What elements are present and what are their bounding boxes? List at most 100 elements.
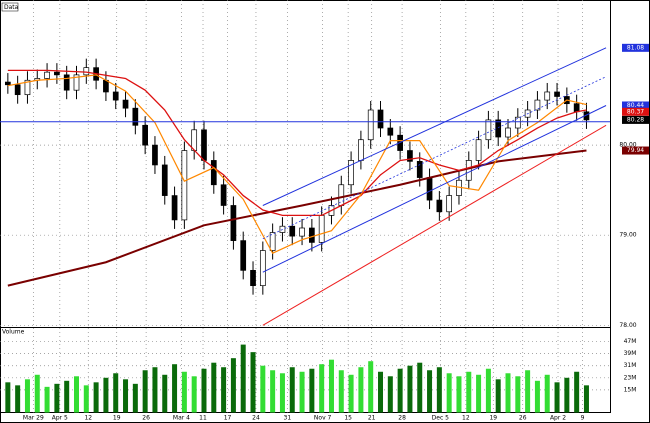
volume-bar [564, 377, 570, 413]
candle-body [132, 107, 139, 126]
volume-bar [456, 376, 462, 413]
volume-bar [368, 361, 374, 413]
x-tick-label: 21 [368, 415, 376, 422]
x-tick-label: 17 [224, 415, 232, 422]
x-tick-label: 26 [519, 415, 527, 422]
chart-title: Data [4, 4, 19, 11]
overlay-line [262, 124, 607, 326]
candle-body [4, 81, 11, 86]
price-tag [622, 43, 649, 52]
price-tag [622, 115, 649, 124]
x-tick-label: Mar 4 [173, 415, 190, 422]
x-tick-label: Mar 29 [23, 415, 44, 422]
volume-tick-label: 23M [624, 374, 637, 381]
volume-bar [427, 370, 433, 413]
volume-bar [387, 376, 393, 413]
overlay-line [262, 105, 607, 273]
title-box [1, 2, 19, 12]
candle-body [573, 103, 580, 113]
volume-bar [152, 367, 158, 413]
candle-body [485, 119, 492, 141]
volume-bar [279, 373, 285, 413]
volume-bar [260, 365, 266, 413]
x-tick-label: 9 [581, 415, 585, 422]
volume-bar [309, 368, 315, 413]
candle-body [83, 67, 90, 76]
candle-body [161, 164, 168, 196]
y-tick-label: 79.00 [619, 232, 636, 239]
candle-body [210, 160, 217, 186]
candle-body [14, 84, 21, 96]
volume-bar [142, 370, 148, 413]
volume-bar [378, 371, 384, 413]
candle-body [446, 195, 453, 213]
volume-bar [191, 376, 197, 413]
volume-bar [93, 382, 99, 413]
candle-body [465, 160, 472, 181]
candle-body [387, 127, 394, 136]
candle-body [220, 184, 227, 206]
volume-tick-label: 39M [624, 350, 637, 357]
volume-bar [476, 374, 482, 413]
overlay-line [7, 69, 587, 217]
candle-body [436, 199, 443, 213]
volume-bar [73, 376, 79, 413]
y-tick-label: 78.00 [619, 322, 636, 329]
volume-bar [436, 367, 442, 413]
x-tick-label: 15 [344, 415, 352, 422]
overlay-line [7, 74, 587, 255]
volume-bar [348, 374, 354, 413]
volume-bar [132, 383, 138, 413]
overlay-line [262, 47, 607, 206]
candle-body [259, 250, 266, 287]
x-tick-label: 26 [142, 415, 150, 422]
volume-bar [515, 376, 521, 413]
volume-bar [299, 371, 305, 413]
volume-bar [485, 368, 491, 413]
candle-body [554, 91, 560, 97]
candle-body [44, 71, 50, 79]
x-tick-label: Apr 2 [550, 415, 566, 422]
volume-bar [201, 368, 207, 413]
candle-body [514, 116, 521, 129]
price-tag [622, 146, 649, 155]
candle-body [495, 119, 502, 138]
volume-bar [44, 386, 50, 413]
volume-bar [5, 382, 11, 413]
volume-bar [221, 367, 227, 413]
volume-bar [181, 371, 187, 413]
volume-bar [83, 385, 89, 413]
candle-body [142, 124, 148, 146]
x-tick-label: Nov 7 [314, 415, 332, 422]
x-tick-label: 11 [199, 415, 207, 422]
x-tick-label: 19 [489, 415, 497, 422]
candle-body [475, 139, 482, 161]
candle-body [309, 227, 315, 243]
volume-bar [554, 382, 560, 413]
price-tag [622, 107, 649, 116]
volume-bar [230, 358, 236, 413]
volume-bar [270, 370, 276, 413]
volume-bar [103, 377, 109, 413]
x-tick-label: 19 [113, 415, 121, 422]
candle-body [318, 215, 325, 243]
volume-bar [338, 370, 344, 413]
volume-bar [525, 370, 531, 413]
volume-bar [34, 374, 40, 413]
x-tick-label: Apr 5 [52, 415, 68, 422]
candle-body [534, 99, 541, 111]
volume-bar [123, 379, 129, 413]
candle-body [407, 150, 413, 162]
price-pane [0, 0, 611, 328]
volume-bar [397, 368, 403, 413]
volume-bar [250, 352, 256, 413]
y-tick-label: 80.00 [619, 142, 636, 149]
volume-bar [64, 380, 70, 413]
x-tick-label: 31 [284, 415, 292, 422]
candle-body [377, 109, 384, 129]
candle-body [269, 232, 276, 251]
candle-body [358, 139, 364, 161]
price-tag-label: 80.28 [627, 116, 644, 123]
price-tag-label: 80.44 [627, 102, 644, 109]
candle-body [230, 205, 237, 241]
